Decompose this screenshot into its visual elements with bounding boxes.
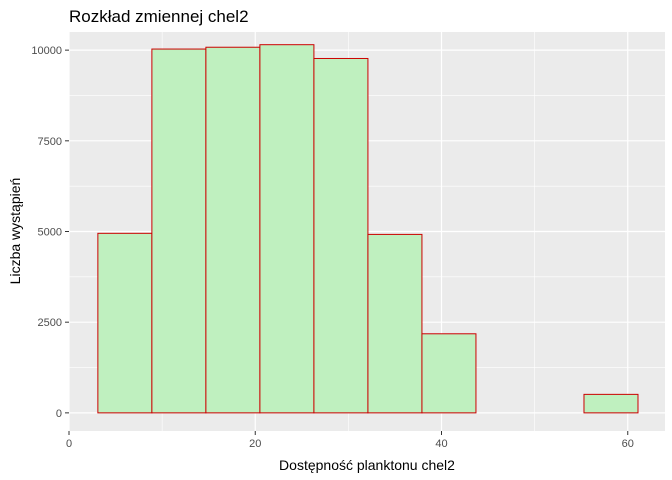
y-axis: 0 2500 5000 7500 10000 bbox=[31, 45, 69, 420]
histogram-bar-4 bbox=[259, 44, 315, 414]
x-axis-label: Dostępność planktonu chel2 bbox=[279, 457, 455, 473]
y-tick-label: 2500 bbox=[38, 317, 62, 329]
y-tick-label: 10000 bbox=[31, 45, 62, 57]
histogram-bar-6 bbox=[367, 233, 423, 414]
histogram-bar-10 bbox=[583, 393, 639, 414]
chart-title: Rozkład zmiennej chel2 bbox=[69, 7, 249, 26]
histogram-bar-2 bbox=[151, 48, 207, 414]
x-tick-label: 0 bbox=[66, 438, 72, 450]
histogram-bar-1 bbox=[97, 232, 153, 414]
histogram-bars bbox=[97, 44, 639, 414]
histogram-bar-3 bbox=[205, 46, 261, 414]
x-tick-label: 40 bbox=[435, 438, 447, 450]
y-axis-label: Liczba wystąpień bbox=[7, 178, 23, 285]
histogram-bar-5 bbox=[313, 57, 369, 414]
y-tick-label: 7500 bbox=[38, 136, 62, 148]
x-tick-label: 60 bbox=[622, 438, 634, 450]
x-tick-label: 20 bbox=[249, 438, 261, 450]
y-tick-label: 5000 bbox=[38, 227, 62, 239]
y-tick-label: 0 bbox=[56, 408, 62, 420]
x-axis: 0 20 40 60 bbox=[66, 431, 634, 450]
histogram-bar-7 bbox=[421, 333, 477, 414]
